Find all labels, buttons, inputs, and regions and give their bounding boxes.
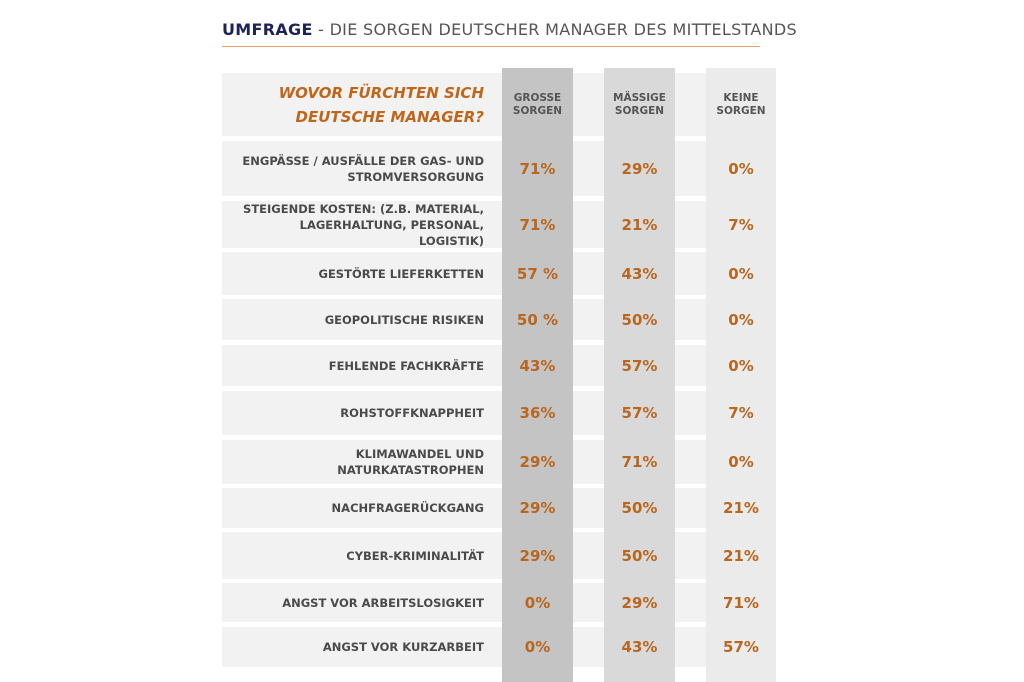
row-label: CYBER-KRIMINALITÄT: [222, 532, 484, 579]
value-cell: 57 %: [516, 264, 559, 283]
value-cell: 71%: [519, 215, 556, 234]
value-cell: 29%: [519, 453, 556, 471]
value-cell: 29%: [519, 499, 556, 517]
value-cell: 36%: [519, 404, 556, 422]
title-bold: UMFRAGE: [222, 20, 313, 39]
value-cell: 50%: [621, 310, 658, 329]
column-bg-2: [604, 68, 675, 682]
title-rest: - DIE SORGEN DEUTSCHER MANAGER DES MITTE…: [312, 20, 797, 39]
value-cell: 57%: [621, 356, 658, 375]
row-label-text: ENGPÄSSE / AUSFÄLLE DER GAS- UND STROMVE…: [242, 153, 484, 184]
row-bg: [222, 440, 776, 484]
column-bg-1: [502, 68, 573, 682]
question-heading: WOVOR FÜRCHTEN SICH DEUTSCHE MANAGER?: [222, 73, 484, 136]
value-cell: 21%: [723, 546, 759, 565]
column-header-text: GROSSE SORGEN: [512, 91, 563, 117]
value-cell: 7%: [728, 215, 754, 234]
row-label: KLIMAWANDEL UND NATURKATASTROPHEN: [222, 440, 484, 484]
row-label-text: ROHSTOFFKNAPPHEIT: [340, 406, 484, 420]
row-label-text: CYBER-KRIMINALITÄT: [346, 548, 484, 563]
row-label-text: FEHLENDE FACHKRÄFTE: [328, 358, 484, 373]
value-cell: 43%: [621, 638, 658, 656]
value-cell: 71%: [621, 453, 658, 471]
value-cell: 29%: [621, 159, 658, 178]
row-bg: [222, 201, 776, 248]
row-label: ROHSTOFFKNAPPHEIT: [222, 391, 484, 435]
row-label-text: KLIMAWANDEL UND NATURKATASTROPHEN: [337, 447, 484, 477]
row-label: GESTÖRTE LIEFERKETTEN: [222, 252, 484, 295]
title-underline: [222, 46, 760, 47]
row-label-text: ANGST VOR ARBEITSLOSIGKEIT: [282, 595, 484, 610]
row-bg: [222, 627, 776, 667]
row-label: NACHFRAGERÜCKGANG: [222, 488, 484, 528]
row-label: ANGST VOR KURZARBEIT: [222, 627, 484, 667]
column-header: KEINE SORGEN: [706, 73, 776, 136]
row-label: GEOPOLITISCHE RISIKEN: [222, 299, 484, 340]
value-cell: 21%: [621, 215, 658, 234]
row-label: FEHLENDE FACHKRÄFTE: [222, 345, 484, 386]
row-bg: [222, 583, 776, 622]
row-bg: [222, 391, 776, 435]
question-text: WOVOR FÜRCHTEN SICH DEUTSCHE MANAGER?: [278, 83, 484, 126]
row-label-text: ANGST VOR KURZARBEIT: [322, 640, 484, 654]
row-label: STEIGENDE KOSTEN: (Z.B. MATERIAL, LAGERH…: [222, 201, 484, 248]
row-label-text: GEOPOLITISCHE RISIKEN: [324, 312, 484, 327]
value-cell: 29%: [519, 546, 556, 565]
value-cell: 43%: [519, 356, 556, 375]
row-bg: [222, 141, 776, 196]
column-header: MÄSSIGE SORGEN: [604, 73, 675, 136]
row-bg: [222, 345, 776, 386]
row-label: ANGST VOR ARBEITSLOSIGKEIT: [222, 583, 484, 622]
value-cell: 7%: [728, 404, 754, 422]
row-label: ENGPÄSSE / AUSFÄLLE DER GAS- UND STROMVE…: [222, 141, 484, 196]
value-cell: 50 %: [516, 310, 559, 329]
column-bg-3: [706, 68, 776, 682]
value-cell: 57%: [723, 638, 759, 656]
row-label-text: GESTÖRTE LIEFERKETTEN: [318, 266, 484, 281]
value-cell: 0%: [728, 159, 754, 178]
value-cell: 29%: [621, 593, 658, 612]
header-row-bg: [222, 73, 776, 136]
value-cell: 57%: [621, 404, 658, 422]
value-cell: 21%: [723, 499, 759, 517]
row-bg: [222, 299, 776, 340]
row-label-text: NACHFRAGERÜCKGANG: [331, 501, 484, 515]
column-header: GROSSE SORGEN: [502, 73, 573, 136]
column-header-text: KEINE SORGEN: [716, 91, 766, 117]
row-bg: [222, 532, 776, 579]
row-bg: [222, 252, 776, 295]
value-cell: 0%: [524, 638, 551, 656]
value-cell: 71%: [519, 159, 556, 178]
value-cell: 71%: [723, 593, 759, 612]
value-cell: 0%: [728, 264, 754, 283]
row-bg: [222, 488, 776, 528]
value-cell: 50%: [621, 546, 658, 565]
value-cell: 0%: [728, 310, 754, 329]
column-header-text: MÄSSIGE SORGEN: [613, 91, 666, 117]
value-cell: 0%: [524, 593, 551, 612]
value-cell: 0%: [728, 453, 754, 471]
page-title: UMFRAGE - DIE SORGEN DEUTSCHER MANAGER D…: [222, 20, 797, 39]
value-cell: 0%: [728, 356, 754, 375]
value-cell: 43%: [621, 264, 658, 283]
value-cell: 50%: [621, 499, 658, 517]
row-label-text: STEIGENDE KOSTEN: (Z.B. MATERIAL, LAGERH…: [243, 201, 484, 248]
